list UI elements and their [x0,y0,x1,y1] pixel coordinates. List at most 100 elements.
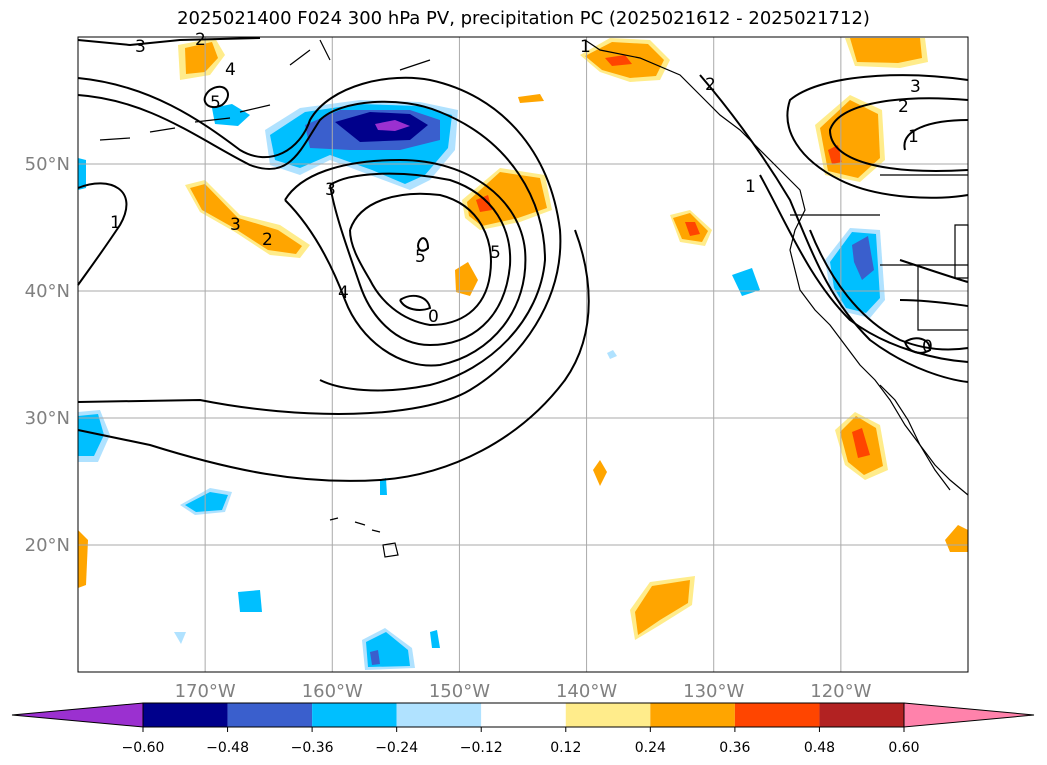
pv-contour-line [699,74,969,383]
colorbar-tick-label: 0.24 [635,740,666,756]
contour-label: 3 [910,77,921,97]
hawaii-islands [329,517,399,558]
colorbar-under-extension [11,702,144,728]
colorbar-bin [143,703,228,727]
coastlines [99,39,969,558]
precip-negative-area [78,414,104,456]
latitude-label: 30°N [25,408,70,429]
longitude-label: 160°W [302,681,363,702]
contour-label: 5 [415,247,426,267]
latitude-label: 50°N [25,154,70,175]
precip-negative-area [380,478,387,495]
pv-contour-line [284,158,527,367]
pv-contour-line [77,76,562,415]
contour-label: 2 [195,30,206,50]
precip-negative-area [732,268,760,296]
colorbar-bin [227,703,313,727]
contour-label: 0 [922,337,933,357]
pv-contour-line [759,174,969,363]
pv-contour-line [349,192,492,327]
precip-positive-area [852,428,870,458]
contour-label: 1 [908,127,919,147]
colorbar-tick-label: 0.36 [719,740,750,756]
colorbar-tick-label: −0.12 [460,740,503,756]
pv-contour-line [77,94,547,392]
colorbar-over-extension [903,702,1035,728]
precip-negative-area [185,492,228,512]
colorbar-bin [481,703,566,727]
longitude-labels: 170°W 160°W 150°W 140°W 130°W 120°W [175,681,872,702]
chart-title: 2025021400 F024 300 hPa PV, precipitatio… [177,8,870,29]
contour-label: 2 [262,230,273,250]
precip-positive-area [518,94,544,103]
aleutian-islands [99,39,431,141]
baja-coast [879,384,951,491]
precip-positive-area [185,42,218,74]
precip-negative-area [212,104,250,126]
contour-label: 1 [110,213,121,233]
precip-shading [78,38,968,670]
map-gridlines [78,37,968,672]
precip-negative-area [238,590,262,612]
contour-label: 4 [225,60,236,80]
precip-negative-area [78,158,86,190]
contour-label: 3 [325,180,336,200]
contour-label: 3 [230,215,241,235]
longitude-label: 140°W [556,681,617,702]
precip-positive-area [593,460,607,486]
longitude-label: 170°W [175,681,236,702]
precip-positive-area [945,525,968,552]
colorbar-bin [396,703,482,727]
contour-label: 0 [428,307,439,327]
contour-label: 2 [705,75,716,95]
precip-negative-area [430,630,440,648]
contour-labels: 3 4 5 3 2 1 2 3 5 4 5 0 2 1 3 2 1 1 0 [110,30,933,357]
contour-label: 3 [135,37,146,57]
colorbar-tick-label: −0.48 [206,740,249,756]
precip-positive-area [685,222,700,236]
precip-positive-area [476,195,492,212]
pv-contour-line [77,37,261,47]
longitude-label: 130°W [683,681,744,702]
precip-positive-area [850,38,922,63]
pv-contour-line [899,259,969,307]
colorbar-bin [819,703,904,727]
colorbar-bin [565,703,651,727]
precip-positive-area [635,580,690,635]
pv-contour-line [77,229,590,482]
colorbar-frame [142,702,905,728]
contour-label: 1 [580,37,591,57]
pv-contour-line [786,74,969,199]
precip-positive-area [455,262,478,296]
contour-label: 2 [898,97,909,117]
precip-negative-area [852,236,874,280]
pv-contours [77,37,969,482]
precip-negative-area [375,120,410,131]
us-state-borders [790,174,969,331]
precip-negative-area [174,632,186,644]
latitude-labels: 50°N 40°N 30°N 20°N [25,154,70,556]
precip-positive-area [78,530,88,588]
pv-contour-line [77,182,128,286]
precip-negative-area [607,350,617,359]
colorbar-tick-label: 0.60 [888,740,919,756]
map-frame [77,36,969,673]
contour-label: 4 [338,283,349,303]
precip-positive-area [190,184,302,254]
colorbar-tick-label: 0.12 [550,740,581,756]
pv-contour-line [399,294,432,311]
pv-contour-line [904,337,932,354]
colorbar-tick-label: −0.24 [375,740,418,756]
colorbar-bin [734,703,820,727]
pv-contour-line [417,237,430,252]
pv-contour-line [828,97,969,172]
longitude-label: 120°W [810,681,871,702]
colorbar-tick-label: 0.48 [804,740,835,756]
latitude-label: 20°N [25,535,70,556]
contour-label: 5 [210,93,221,113]
precip-positive-area [605,55,632,66]
north-america-coast [584,39,969,496]
colorbar-bin [312,703,397,727]
colorbar-tick-label: −0.60 [122,740,165,756]
